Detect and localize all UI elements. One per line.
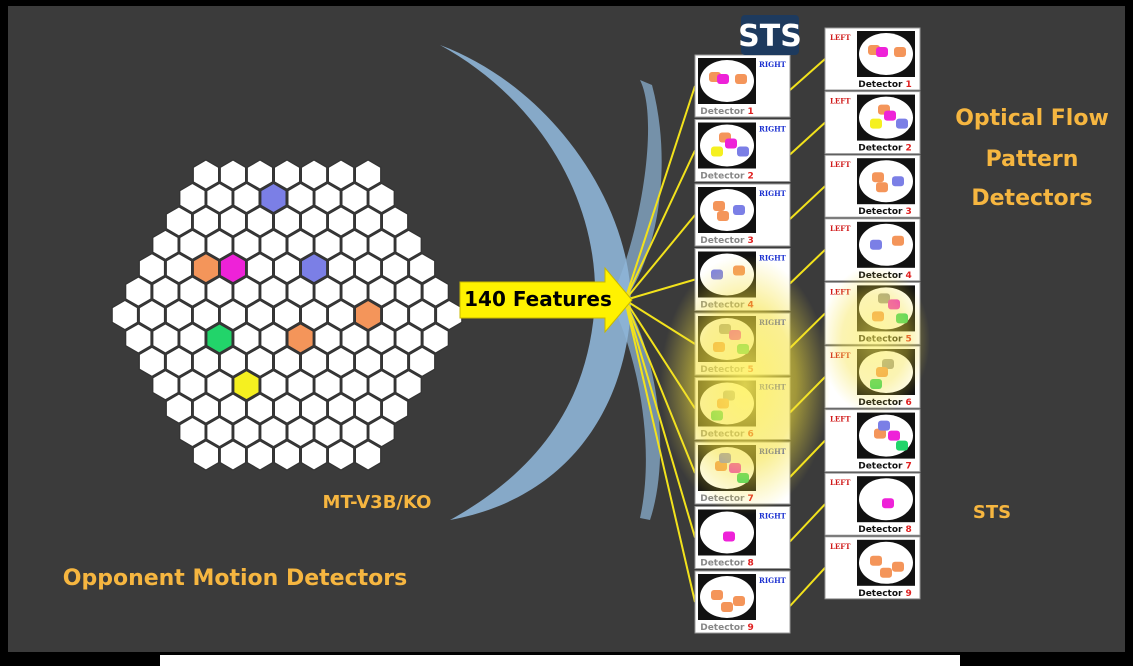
detector-card: RIGHT Detector3	[695, 184, 790, 246]
blob	[713, 201, 725, 211]
blob	[733, 205, 745, 215]
card-label-text: Detector	[858, 589, 903, 599]
card-tag: RIGHT	[759, 125, 787, 134]
card-number: 3	[905, 207, 911, 217]
blob	[733, 596, 745, 606]
blob	[711, 147, 723, 157]
card-tag: LEFT	[830, 224, 851, 233]
card-number: 1	[905, 80, 911, 90]
card-tag: RIGHT	[759, 512, 787, 521]
glow	[660, 255, 830, 515]
blob	[892, 176, 904, 186]
blob	[870, 240, 882, 250]
blob	[884, 111, 896, 121]
card-label-text: Detector	[700, 172, 745, 182]
card-number: 9	[747, 623, 753, 633]
right-label: Optical Flow	[955, 106, 1109, 131]
blob	[892, 562, 904, 572]
blob	[721, 602, 733, 612]
detector-card: LEFT Detector7	[825, 410, 920, 472]
blob	[870, 556, 882, 566]
card-tag: LEFT	[830, 97, 851, 106]
card-label-text: Detector	[858, 207, 903, 217]
blob	[892, 236, 904, 246]
detector-card: LEFT Detector1	[825, 28, 920, 90]
card-tag: RIGHT	[759, 60, 787, 69]
bottom-strip	[160, 655, 960, 666]
bottom-label: Opponent Motion Detectors	[63, 566, 407, 591]
card-number: 1	[747, 107, 753, 117]
card-tag: LEFT	[830, 33, 851, 42]
card-tag: RIGHT	[759, 576, 787, 585]
blob	[896, 119, 908, 129]
card-label-text: Detector	[858, 525, 903, 535]
page: 140 Features RIGHTDetector1RIGHTDetector…	[0, 0, 1133, 666]
card-number: 8	[905, 525, 911, 535]
card-label-text: Detector	[700, 107, 745, 117]
card-field	[859, 224, 913, 266]
blob	[876, 47, 888, 57]
card-tag: LEFT	[830, 478, 851, 487]
side-label: STS	[973, 502, 1011, 523]
blob	[717, 74, 729, 84]
right-label: Detectors	[971, 186, 1092, 211]
card-field	[859, 160, 913, 202]
card-field	[700, 189, 754, 231]
card-number: 8	[747, 559, 753, 569]
card-number: 7	[905, 462, 911, 472]
detector-card: LEFT Detector3	[825, 155, 920, 217]
card-label-text: Detector	[700, 236, 745, 246]
blob	[882, 498, 894, 508]
card-number: 3	[747, 236, 753, 246]
title: STS	[738, 19, 802, 54]
blob	[878, 421, 890, 431]
arrow-label: 140 Features	[464, 287, 612, 311]
card-label-text: Detector	[700, 623, 745, 633]
blob	[737, 147, 749, 157]
blob	[711, 590, 723, 600]
area-label: MT-V3B/KO	[323, 492, 432, 513]
card-number: 9	[905, 589, 911, 599]
blob	[894, 47, 906, 57]
blob	[870, 119, 882, 129]
detector-card: RIGHT Detector2	[695, 120, 790, 182]
card-label-text: Detector	[700, 559, 745, 569]
card-label-text: Detector	[858, 80, 903, 90]
card-tag: RIGHT	[759, 189, 787, 198]
blob	[717, 211, 729, 221]
blob	[872, 172, 884, 182]
card-tag: LEFT	[830, 542, 851, 551]
right-label: Pattern	[986, 147, 1079, 172]
card-tag: LEFT	[830, 415, 851, 424]
slide: 140 Features RIGHTDetector1RIGHTDetector…	[0, 0, 1133, 666]
card-number: 2	[905, 144, 911, 154]
blob	[725, 139, 737, 149]
blob	[876, 182, 888, 192]
blob	[888, 431, 900, 441]
blob	[723, 532, 735, 542]
card-tag: LEFT	[830, 160, 851, 169]
detector-card: RIGHT Detector1	[695, 55, 790, 117]
glow	[820, 265, 930, 415]
blob	[896, 441, 908, 451]
card-label-text: Detector	[858, 462, 903, 472]
blob	[880, 568, 892, 578]
card-number: 2	[747, 172, 753, 182]
card-label-text: Detector	[858, 144, 903, 154]
detector-card: LEFT Detector2	[825, 92, 920, 154]
blob	[735, 74, 747, 84]
